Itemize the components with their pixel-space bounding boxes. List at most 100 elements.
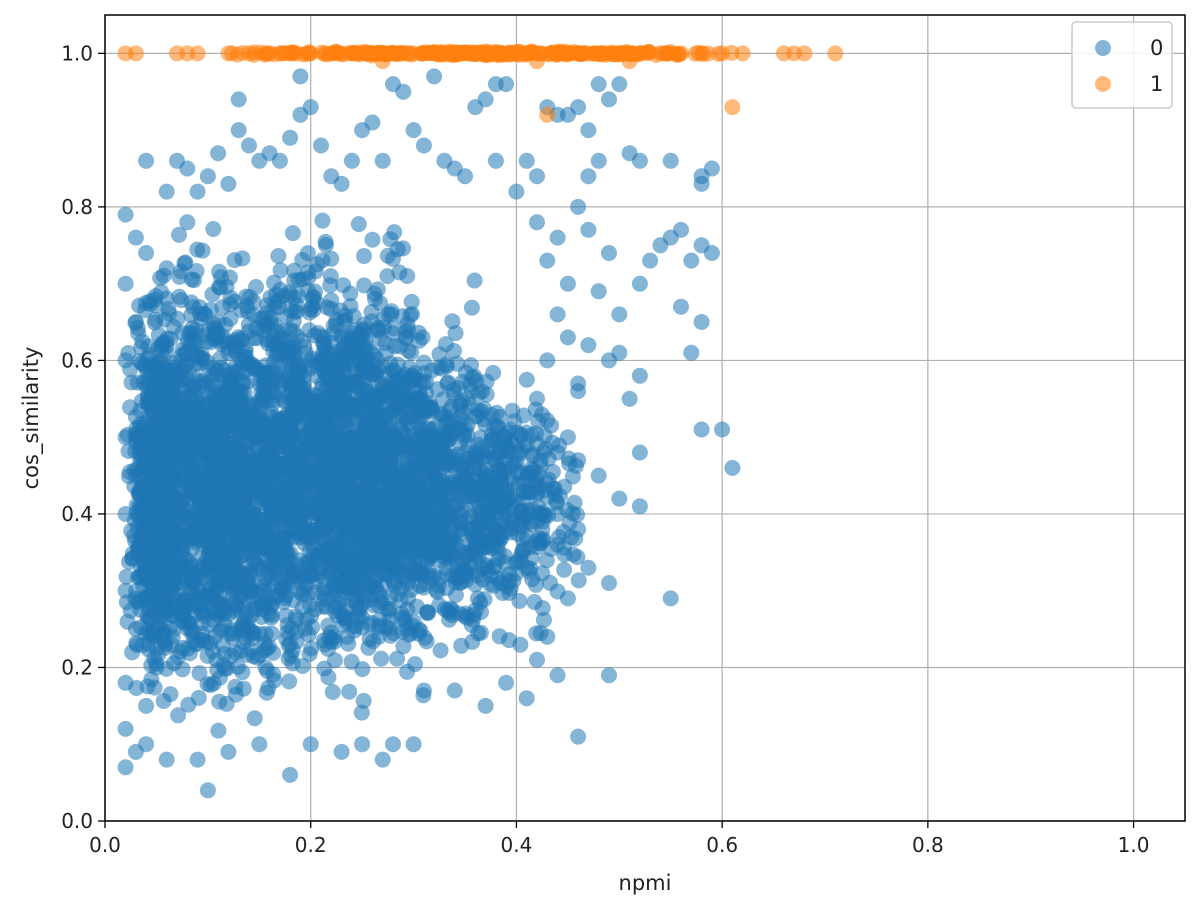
y-tick-label: 0.6 [61, 348, 93, 372]
data-point-series-0 [551, 437, 568, 454]
data-point-series-0 [199, 168, 216, 185]
legend: 0 1 [1071, 21, 1173, 109]
data-point-series-0 [470, 487, 487, 504]
data-point-series-0 [213, 489, 230, 505]
data-point-series-0 [176, 255, 193, 272]
data-point-series-1 [504, 45, 520, 62]
data-point-series-0 [305, 393, 322, 409]
data-point-series-0 [420, 495, 436, 512]
data-point-series-0 [449, 355, 466, 372]
data-point-series-0 [426, 68, 443, 85]
data-point-series-0 [234, 599, 251, 616]
data-point-series-0 [361, 470, 378, 487]
data-point-series-0 [539, 352, 556, 369]
data-point-series-0 [559, 329, 576, 346]
data-point-series-0 [422, 545, 439, 562]
data-point-series-0 [519, 466, 536, 483]
data-point-series-0 [139, 394, 156, 411]
data-point-series-0 [139, 363, 156, 380]
data-point-series-0 [279, 624, 296, 641]
data-point-series-0 [197, 306, 214, 323]
data-point-series-0 [386, 338, 403, 355]
data-point-series-0 [420, 527, 437, 544]
data-point-series-0 [364, 231, 381, 248]
data-point-series-0 [317, 236, 334, 253]
data-point-series-0 [535, 611, 552, 628]
data-point-series-0 [435, 391, 452, 408]
data-point-series-0 [601, 667, 617, 684]
x-tick-label: 0.8 [912, 833, 944, 857]
data-point-series-0 [220, 175, 237, 192]
data-point-series-0 [117, 275, 134, 292]
data-point-series-0 [384, 403, 401, 420]
data-point-series-0 [336, 486, 352, 503]
data-point-series-0 [241, 425, 258, 441]
data-point-series-0 [631, 152, 648, 169]
data-point-series-0 [251, 438, 268, 455]
data-point-series-0 [393, 456, 410, 473]
data-point-series-0 [415, 687, 432, 704]
data-point-series-0 [529, 651, 545, 668]
data-point-series-0 [386, 224, 403, 241]
data-point-series-0 [262, 488, 279, 505]
data-point-series-0 [387, 484, 404, 501]
data-point-series-0 [324, 505, 341, 522]
data-point-series-0 [333, 743, 350, 760]
data-point-series-0 [343, 509, 360, 526]
data-point-series-0 [352, 524, 369, 540]
data-point-series-0 [188, 263, 205, 279]
data-point-series-0 [199, 647, 216, 664]
data-point-series-0 [580, 221, 597, 238]
data-point-series-0 [375, 496, 392, 513]
data-point-series-0 [502, 580, 519, 597]
data-point-series-0 [158, 660, 175, 677]
data-point-series-0 [336, 364, 353, 381]
data-point-series-0 [570, 728, 587, 745]
data-point-series-0 [518, 152, 535, 169]
data-point-series-0 [418, 374, 435, 391]
data-point-series-1 [724, 99, 741, 116]
data-point-series-0 [185, 299, 202, 315]
data-point-series-0 [174, 661, 191, 678]
data-point-series-0 [249, 649, 266, 666]
data-point-series-0 [201, 500, 217, 517]
data-point-series-0 [385, 736, 401, 753]
data-point-series-0 [443, 533, 460, 550]
data-point-series-0 [549, 229, 566, 246]
data-point-series-0 [374, 152, 391, 169]
data-point-series-0 [354, 736, 371, 753]
data-point-series-0 [156, 311, 173, 328]
data-point-series-0 [213, 359, 230, 376]
data-point-series-0 [282, 129, 299, 146]
data-point-series-0 [529, 214, 545, 231]
data-point-series-0 [693, 175, 710, 192]
data-point-series-0 [284, 642, 301, 659]
data-point-series-0 [564, 505, 581, 522]
data-point-series-0 [528, 625, 545, 642]
data-point-series-0 [124, 644, 141, 661]
data-point-series-0 [518, 690, 535, 707]
data-point-series-0 [324, 384, 341, 401]
data-point-series-0 [197, 409, 214, 426]
data-point-series-0 [180, 696, 197, 713]
data-point-series-0 [441, 502, 458, 519]
data-point-series-0 [275, 287, 292, 304]
data-point-series-0 [319, 406, 336, 423]
data-point-series-0 [470, 446, 487, 463]
data-point-series-0 [466, 272, 483, 289]
data-point-series-0 [261, 639, 278, 655]
data-point-series-0 [118, 594, 135, 611]
data-point-series-0 [551, 529, 567, 545]
data-point-series-0 [210, 722, 227, 739]
data-point-series-0 [590, 283, 607, 300]
data-point-series-0 [277, 409, 294, 426]
data-point-series-0 [248, 512, 265, 529]
data-point-series-0 [263, 523, 279, 540]
data-point-series-0 [546, 486, 563, 503]
data-point-series-0 [266, 672, 283, 689]
data-point-series-0 [313, 137, 329, 154]
data-point-series-0 [129, 546, 146, 562]
data-point-series-0 [560, 450, 577, 467]
data-point-series-0 [270, 248, 287, 264]
